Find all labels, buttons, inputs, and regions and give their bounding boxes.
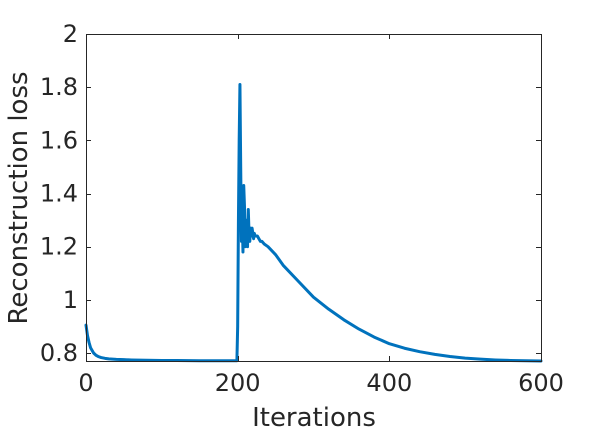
x-tick-label: 400 <box>366 369 412 397</box>
x-tick-label: 600 <box>518 369 564 397</box>
plot-background <box>86 34 541 361</box>
y-axis-title: Reconstruction loss <box>4 71 34 324</box>
y-tick-label: 2 <box>63 20 78 48</box>
y-tick-label: 1 <box>63 286 78 314</box>
x-axis-title: Iterations <box>252 403 376 433</box>
y-tick-label: 1.2 <box>40 233 78 261</box>
y-tick-label: 1.6 <box>40 126 78 154</box>
loss-series-line-0 <box>84 83 543 363</box>
y-tick-label: 1.8 <box>40 73 78 101</box>
y-tick-label: 0.8 <box>40 339 78 367</box>
tick-labels-layer: 0 200 400 600 0.8 1 1.2 1.4 1.6 1.8 2 <box>40 20 564 397</box>
x-tick-label: 0 <box>78 369 93 397</box>
x-tick-label: 200 <box>215 369 261 397</box>
axes-box <box>86 34 542 362</box>
series-layer <box>84 83 543 363</box>
y-tick-label: 1.4 <box>40 180 78 208</box>
